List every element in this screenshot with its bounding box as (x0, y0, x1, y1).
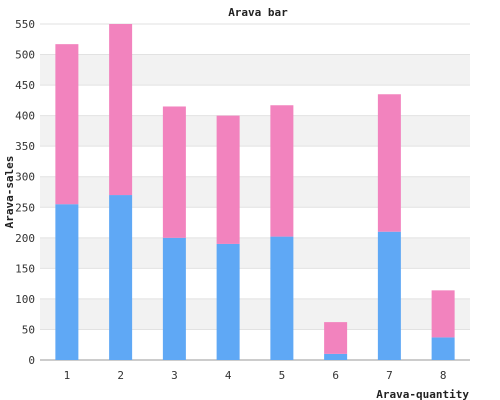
x-tick-label: 5 (279, 369, 286, 382)
x-axis-label: Arava-quantity (376, 388, 469, 400)
x-tick-labels: 1 2 3 4 5 6 7 8 (64, 369, 447, 382)
bar-segment-1 (377, 231, 401, 360)
x-tick-label: 1 (64, 369, 71, 382)
y-tick-label: 450 (15, 79, 35, 92)
bar-segment-2 (162, 106, 186, 238)
bar-segment-1 (431, 337, 455, 360)
x-tick-label: 6 (332, 369, 339, 382)
bar-segment-2 (377, 94, 401, 232)
bar-segment-2 (431, 290, 455, 338)
y-tick-labels: 0 50 100 150 200 250 300 350 400 450 500 550 (15, 18, 35, 367)
background-band (40, 54, 470, 86)
bars (55, 24, 455, 360)
x-tick-label: 3 (171, 369, 178, 382)
y-tick-label: 400 (15, 110, 35, 123)
background-band (40, 329, 470, 360)
bar-segment-1 (55, 204, 79, 360)
y-tick-label: 150 (15, 262, 35, 275)
bar-segment-2 (55, 44, 79, 205)
background-band (40, 85, 470, 116)
bar-segment-2 (270, 105, 294, 237)
bar-segment-2 (216, 115, 240, 244)
background-band (40, 146, 470, 177)
bar-segment-2 (109, 24, 133, 196)
x-tick-label: 7 (386, 369, 393, 382)
x-tick-label: 4 (225, 369, 232, 382)
y-tick-label: 100 (15, 293, 35, 306)
x-tick-label: 8 (440, 369, 447, 382)
bar-segment-1 (270, 236, 294, 360)
x-tick-label: 2 (117, 369, 124, 382)
y-axis-label: Arava-sales (3, 156, 16, 229)
y-tick-label: 300 (15, 171, 35, 184)
chart-title: Arava bar (228, 6, 288, 19)
background-band (40, 298, 470, 330)
bar-segment-1 (324, 353, 348, 360)
background-band (40, 268, 470, 299)
bar-segment-2 (324, 322, 348, 354)
y-tick-label: 250 (15, 201, 35, 214)
background-band (40, 176, 470, 208)
y-tick-label: 500 (15, 49, 35, 62)
background-bands (40, 24, 470, 360)
bar-segment-1 (162, 237, 186, 360)
y-tick-label: 350 (15, 140, 35, 153)
background-band (40, 115, 470, 147)
y-tick-label: 550 (15, 18, 35, 31)
y-tick-label: 0 (28, 354, 35, 367)
bar-segment-1 (216, 243, 240, 360)
background-band (40, 24, 470, 55)
y-tick-label: 50 (22, 323, 35, 336)
background-band (40, 237, 470, 269)
y-tick-label: 200 (15, 232, 35, 245)
background-band (40, 207, 470, 238)
bar-segment-1 (109, 195, 133, 360)
